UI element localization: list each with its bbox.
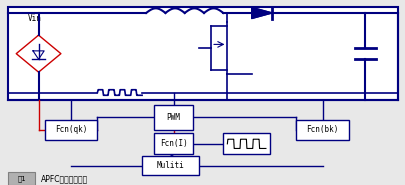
Bar xyxy=(142,156,198,175)
Bar xyxy=(8,172,34,185)
Text: Fcn(I): Fcn(I) xyxy=(159,139,187,148)
Text: 图1: 图1 xyxy=(17,175,26,182)
Text: Fcn(bk): Fcn(bk) xyxy=(306,125,338,134)
Bar xyxy=(154,105,192,130)
Polygon shape xyxy=(251,7,271,18)
Bar xyxy=(45,120,97,140)
Text: PWM: PWM xyxy=(166,112,180,122)
Bar xyxy=(154,133,192,154)
Text: Vin: Vin xyxy=(28,14,41,23)
Text: APFC控制原理框图: APFC控制原理框图 xyxy=(40,174,87,183)
Bar xyxy=(8,7,397,100)
Bar xyxy=(223,133,269,154)
Text: Fcn(qk): Fcn(qk) xyxy=(55,125,87,134)
Text: Muliti: Muliti xyxy=(156,161,184,170)
Bar xyxy=(296,120,348,140)
